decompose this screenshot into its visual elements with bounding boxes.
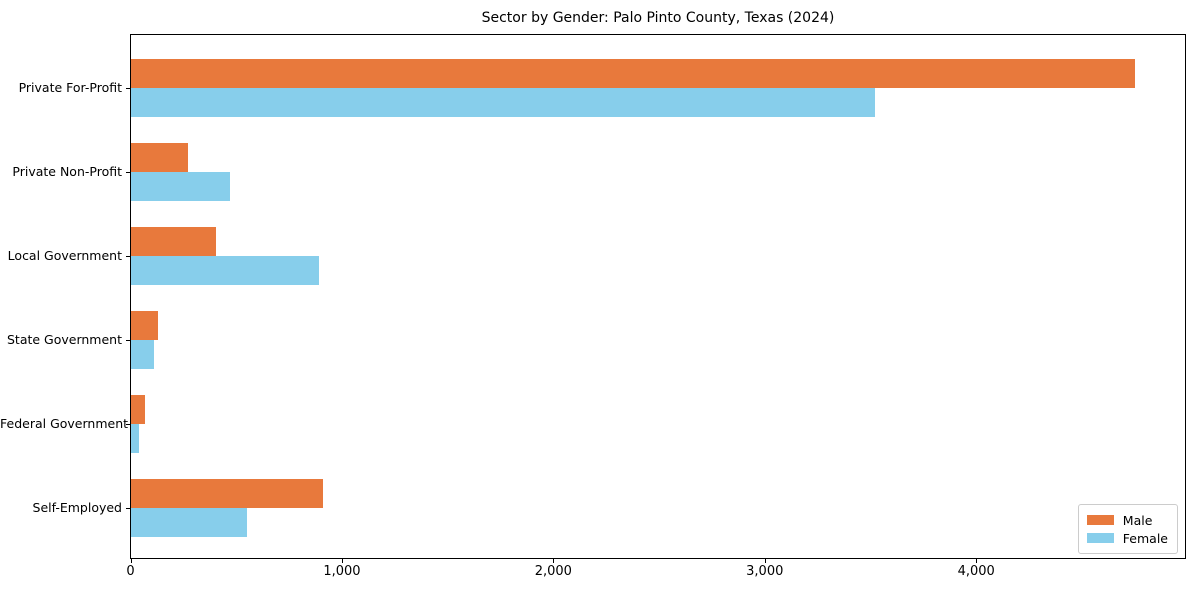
- y-axis-label: Private For-Profit: [18, 80, 122, 95]
- x-tick-label: 2,000: [534, 564, 572, 579]
- bar-female: [131, 340, 154, 369]
- legend-entry: Female: [1086, 529, 1168, 547]
- legend-label: Female: [1122, 530, 1168, 546]
- y-tick-mark: [126, 424, 130, 425]
- x-tick-mark: [130, 559, 132, 563]
- legend-swatch-female: [1086, 533, 1114, 543]
- legend: Male Female: [1077, 504, 1178, 554]
- x-tick-mark: [341, 559, 343, 563]
- x-tick-label: 0: [126, 564, 135, 579]
- bar-female: [131, 172, 230, 201]
- bar-male: [131, 143, 188, 172]
- x-tick-label: 1,000: [323, 564, 361, 579]
- y-tick-mark: [126, 340, 130, 341]
- bar-male: [131, 479, 323, 508]
- y-axis-label: Self-Employed: [32, 500, 122, 515]
- y-tick-mark: [126, 172, 130, 173]
- x-tick-label: 3,000: [746, 564, 784, 579]
- bar-female: [131, 88, 875, 117]
- y-tick-mark: [126, 508, 130, 509]
- y-tick-mark: [126, 88, 130, 89]
- bar-female: [131, 256, 319, 285]
- bar-male: [131, 227, 216, 256]
- y-axis-label: Private Non-Profit: [12, 164, 122, 179]
- legend-label: Male: [1122, 512, 1153, 528]
- legend-entry: Male: [1086, 511, 1168, 529]
- bar-female: [131, 424, 139, 453]
- bar-male: [131, 59, 1135, 88]
- y-axis-label: Local Government: [7, 248, 122, 263]
- bar-female: [131, 508, 247, 537]
- plot-area: [130, 34, 1186, 559]
- bar-male: [131, 395, 145, 424]
- x-tick-mark: [976, 559, 978, 563]
- y-tick-mark: [126, 256, 130, 257]
- legend-swatch-male: [1086, 515, 1114, 525]
- x-tick-mark: [553, 559, 555, 563]
- chart-title: Sector by Gender: Palo Pinto County, Tex…: [481, 10, 835, 26]
- y-axis-label: Federal Government: [0, 416, 129, 431]
- x-tick-label: 4,000: [957, 564, 995, 579]
- bar-male: [131, 311, 158, 340]
- y-axis-label: State Government: [6, 332, 122, 347]
- x-tick-mark: [764, 559, 766, 563]
